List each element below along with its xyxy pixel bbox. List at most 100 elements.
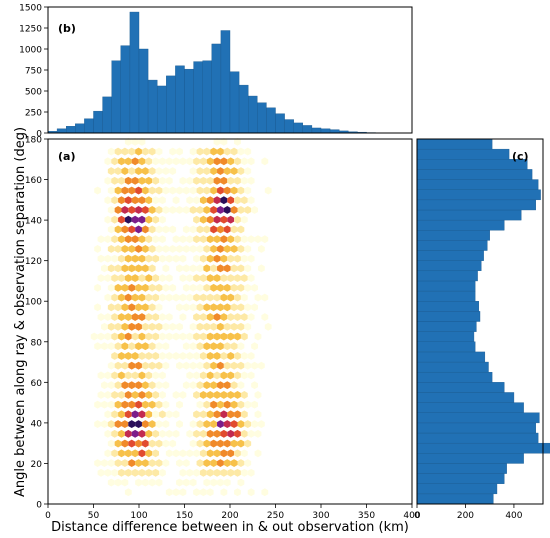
hexbin-cell — [247, 235, 255, 244]
histogram-bar-b — [65, 126, 76, 134]
hexbin-cell — [234, 332, 241, 341]
hexbin-cell — [199, 449, 207, 458]
hexbin-cell — [114, 361, 122, 370]
hexbin-cell — [240, 196, 248, 205]
hexbin-cell — [148, 322, 156, 331]
hexbin-cell — [203, 361, 211, 370]
hexbin-cell — [104, 274, 112, 283]
hexbin-cell — [206, 410, 214, 419]
hexbin-cell — [135, 225, 142, 234]
hexbin-cell — [206, 449, 214, 458]
hexbin-cell — [230, 361, 238, 370]
hexbin-cell — [138, 274, 146, 283]
hexbin-cell — [118, 410, 125, 419]
hexbin-cell — [179, 488, 187, 497]
hexbin-cell — [206, 371, 214, 380]
hexbin-cell — [162, 225, 170, 234]
histogram-bar-b — [193, 61, 203, 134]
hexbin-cell — [182, 186, 190, 195]
hexbin-cell — [189, 186, 197, 195]
hexbin-cell — [111, 293, 119, 302]
hexbin-cell — [97, 390, 105, 399]
histogram-bar-b — [220, 30, 231, 134]
hexbin-cell — [244, 244, 252, 253]
panel-b-label: (b) — [58, 22, 76, 35]
hexbin-cell — [138, 371, 146, 380]
hexbin-cell — [210, 459, 218, 467]
hexbin-cell — [141, 283, 149, 292]
hexbin-cell — [138, 254, 146, 263]
hexbin-cell — [165, 352, 173, 360]
hexbin-cell — [189, 303, 197, 312]
hexbin-cell — [159, 176, 166, 185]
hexbin-cell — [186, 176, 194, 185]
hexbin-cell — [118, 157, 125, 166]
hexbin-cell — [257, 420, 265, 429]
histogram-bar-c — [416, 189, 541, 201]
hexbin-cell — [237, 400, 245, 409]
hexbin-cell — [169, 283, 177, 292]
hexbin-cell — [107, 459, 115, 467]
hexbin-cell — [121, 167, 129, 175]
hexbin-cell — [104, 254, 112, 263]
hexbin-cell — [131, 449, 139, 458]
hexbin-cell — [94, 244, 102, 253]
hexbin-cell — [247, 313, 255, 321]
hexbin-cell — [199, 352, 207, 360]
hexbin-cell — [148, 361, 156, 370]
hexbin-cell — [199, 371, 207, 380]
hexbin-cell — [199, 390, 207, 399]
hexbin-cell — [227, 390, 235, 399]
hexbin-cell — [193, 352, 200, 360]
tick-label: 160 — [25, 176, 42, 186]
hexbin-cell — [230, 420, 238, 429]
panel-a-hexbin-cells — [90, 137, 272, 497]
hexbin-cell — [118, 468, 125, 477]
hexbin-cell — [124, 410, 132, 419]
histogram-bar-b — [275, 113, 285, 134]
hexbin-cell — [199, 196, 207, 205]
hexbin-cell — [227, 293, 235, 302]
hexbin-cell — [162, 322, 170, 331]
hexbin-cell — [159, 254, 166, 263]
hexbin-cell — [206, 293, 214, 302]
hexbin-cell — [124, 137, 132, 146]
hexbin-cell — [159, 390, 166, 399]
hexbin-cell — [121, 244, 129, 253]
hexbin-cell — [111, 313, 119, 321]
hexbin-cell — [162, 186, 170, 195]
hexbin-cell — [152, 254, 160, 263]
hexbin-cell — [131, 332, 139, 341]
tick-label: 140 — [25, 217, 42, 227]
hexbin-cell — [189, 322, 197, 331]
hexbin-cell — [234, 313, 241, 321]
hexbin-cell — [121, 225, 129, 234]
hexbin-cell — [186, 352, 194, 360]
hexbin-cell — [135, 361, 142, 370]
tick-label: 400 — [403, 511, 420, 521]
hexbin-cell — [107, 186, 115, 195]
hexbin-cell — [217, 361, 224, 370]
hexbin-cell — [223, 186, 231, 195]
panel-a-y-ticks: 0 20 40 60 80 100 120 140 160 180 — [25, 136, 48, 511]
hexbin-cell — [213, 293, 221, 302]
hexbin-cell — [118, 176, 125, 185]
hexbin-cell — [131, 215, 139, 224]
panel-c-bars — [416, 138, 550, 505]
hexbin-cell — [159, 468, 166, 477]
hexbin-cell — [196, 206, 204, 214]
hexbin-cell — [131, 235, 139, 244]
hexbin-cell — [124, 468, 132, 477]
hexbin-cell — [213, 429, 221, 438]
hexbin-cell — [138, 429, 146, 438]
hexbin-cell — [141, 244, 149, 253]
histogram-bar-c — [416, 169, 533, 180]
hexbin-cell — [124, 429, 132, 438]
hexbin-cell — [121, 264, 129, 273]
hexbin-cell — [162, 342, 170, 351]
hexbin-cell — [121, 342, 129, 351]
hexbin-cell — [135, 439, 142, 448]
hexbin-cell — [107, 342, 115, 351]
hexbin-cell — [240, 352, 248, 360]
histogram-bar-c — [416, 321, 477, 332]
